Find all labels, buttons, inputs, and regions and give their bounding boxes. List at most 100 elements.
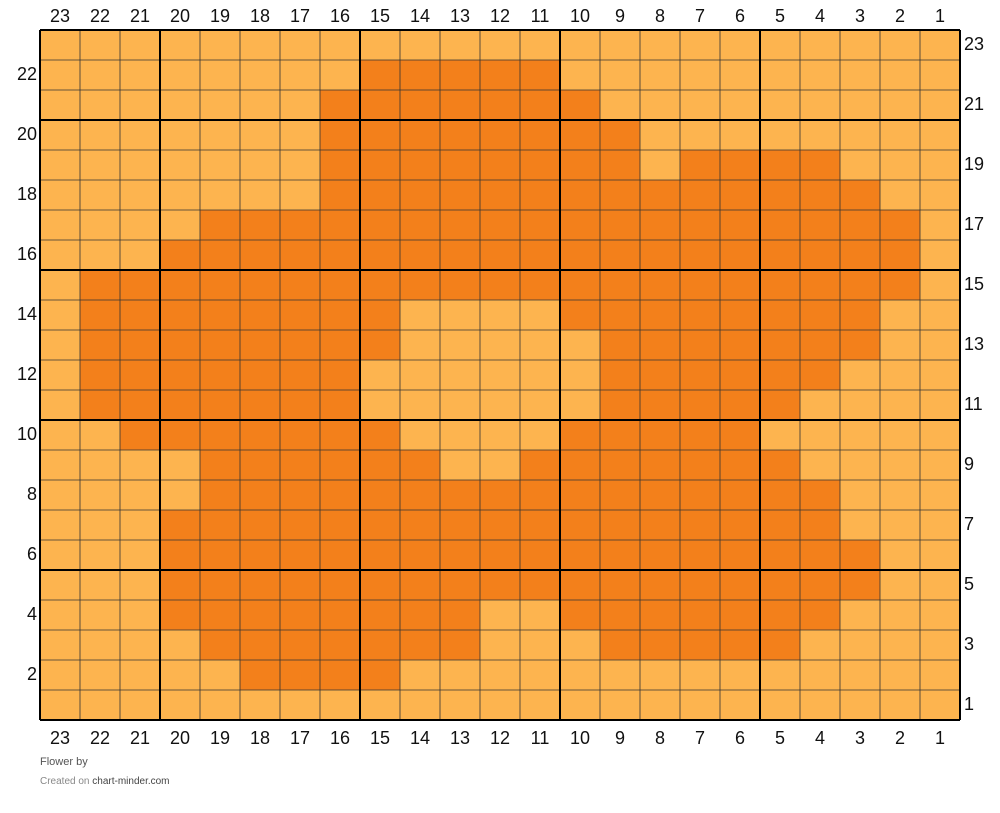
stitch-cell — [640, 30, 680, 60]
stitch-cell — [600, 390, 640, 420]
stitch-cell — [880, 270, 920, 300]
column-label: 21 — [130, 6, 150, 26]
stitch-cell — [600, 300, 640, 330]
stitch-cell — [320, 240, 360, 270]
column-label: 19 — [210, 728, 230, 748]
stitch-cell — [880, 240, 920, 270]
stitch-cell — [720, 570, 760, 600]
column-label: 1 — [935, 728, 945, 748]
stitch-cell — [800, 510, 840, 540]
stitch-cell — [400, 630, 440, 660]
stitch-cell — [800, 270, 840, 300]
stitch-cell — [640, 480, 680, 510]
stitch-cell — [800, 540, 840, 570]
stitch-cell — [440, 150, 480, 180]
stitch-cell — [360, 570, 400, 600]
stitch-cell — [760, 510, 800, 540]
stitch-cell — [760, 270, 800, 300]
stitch-cell — [400, 600, 440, 630]
column-label: 2 — [895, 728, 905, 748]
row-label: 9 — [964, 454, 974, 474]
stitch-cell — [160, 240, 200, 270]
column-label: 4 — [815, 728, 825, 748]
stitch-cell — [640, 180, 680, 210]
stitch-cell — [880, 150, 920, 180]
stitch-cell — [480, 540, 520, 570]
stitch-cell — [800, 150, 840, 180]
stitch-cell — [440, 480, 480, 510]
stitch-cell — [320, 570, 360, 600]
column-label: 21 — [130, 728, 150, 748]
stitch-cell — [120, 30, 160, 60]
stitch-cell — [320, 180, 360, 210]
stitch-cell — [760, 30, 800, 60]
chart-credit-line: Created on chart-minder.com — [40, 776, 170, 787]
stitch-cell — [360, 300, 400, 330]
stitch-cell — [800, 480, 840, 510]
column-label: 15 — [370, 6, 390, 26]
stitch-cell — [40, 60, 80, 90]
stitch-cell — [640, 390, 680, 420]
stitch-cell — [200, 30, 240, 60]
stitch-cell — [520, 270, 560, 300]
stitch-cell — [760, 660, 800, 690]
stitch-cell — [120, 420, 160, 450]
stitch-cell — [80, 540, 120, 570]
knitting-chart: 23 22 21 20 19 18 17 16 15 14 13 12 11 10 9 8 7 6 5 4 3 2 1 23… — [17, 6, 984, 748]
stitch-cell — [120, 180, 160, 210]
stitch-cell — [40, 240, 80, 270]
stitch-cell — [280, 510, 320, 540]
column-label: 20 — [170, 6, 190, 26]
stitch-cell — [800, 330, 840, 360]
site-link[interactable]: chart-minder.com — [92, 776, 170, 787]
stitch-cell — [480, 150, 520, 180]
stitch-cell — [280, 540, 320, 570]
stitch-cell — [560, 270, 600, 300]
stitch-cell — [600, 510, 640, 540]
stitch-cell — [400, 210, 440, 240]
column-label: 5 — [775, 6, 785, 26]
stitch-cell — [760, 240, 800, 270]
stitch-cell — [320, 690, 360, 720]
stitch-cell — [920, 450, 960, 480]
stitch-cell — [80, 450, 120, 480]
stitch-cell — [360, 600, 400, 630]
stitch-cell — [40, 150, 80, 180]
stitch-cell — [560, 360, 600, 390]
stitch-cell — [400, 420, 440, 450]
stitch-cell — [80, 90, 120, 120]
created-on-label: Created on — [40, 776, 90, 787]
stitch-cell — [240, 660, 280, 690]
stitch-cell — [360, 660, 400, 690]
stitch-cell — [680, 180, 720, 210]
stitch-cell — [880, 570, 920, 600]
stitch-cell — [640, 570, 680, 600]
stitch-cell — [720, 330, 760, 360]
stitch-cell — [400, 330, 440, 360]
row-label: 16 — [17, 244, 37, 264]
stitch-cell — [320, 30, 360, 60]
stitch-cell — [680, 690, 720, 720]
column-label: 10 — [570, 6, 590, 26]
stitch-cell — [920, 270, 960, 300]
stitch-cell — [720, 270, 760, 300]
stitch-cell — [880, 90, 920, 120]
stitch-cell — [640, 660, 680, 690]
stitch-cell — [600, 30, 640, 60]
stitch-cell — [200, 390, 240, 420]
column-label: 17 — [290, 6, 310, 26]
stitch-cell — [160, 60, 200, 90]
stitch-cell — [760, 450, 800, 480]
stitch-cell — [360, 540, 400, 570]
stitch-cell — [440, 300, 480, 330]
stitch-cell — [520, 360, 560, 390]
stitch-cell — [840, 570, 880, 600]
stitch-cell — [840, 300, 880, 330]
stitch-cell — [160, 540, 200, 570]
stitch-cell — [680, 120, 720, 150]
stitch-cell — [80, 270, 120, 300]
stitch-cell — [800, 450, 840, 480]
stitch-cell — [320, 540, 360, 570]
stitch-cell — [720, 480, 760, 510]
stitch-cell — [40, 120, 80, 150]
